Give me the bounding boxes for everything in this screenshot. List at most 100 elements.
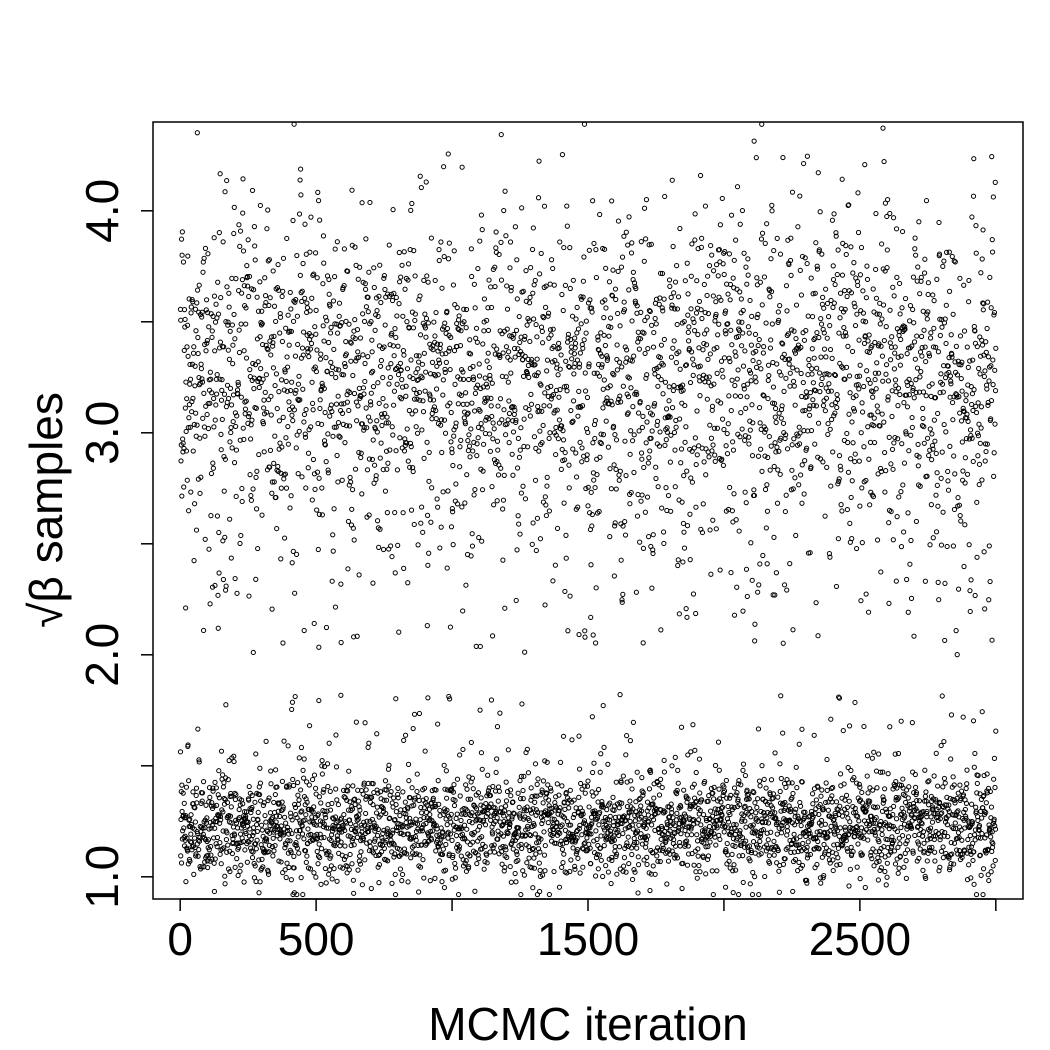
data-point: [217, 171, 223, 177]
data-point: [687, 802, 694, 808]
data-point: [359, 200, 365, 206]
data-point: [557, 239, 563, 245]
data-point: [563, 555, 569, 561]
data-point: [773, 419, 779, 425]
data-point: [572, 340, 579, 346]
data-point: [527, 294, 533, 301]
data-point: [193, 853, 199, 859]
data-point: [623, 752, 629, 758]
data-point: [369, 456, 375, 463]
data-point: [257, 879, 263, 885]
data-point: [453, 420, 459, 426]
data-point: [749, 402, 755, 408]
data-point: [229, 445, 235, 451]
data-point: [404, 851, 410, 857]
data-point: [265, 871, 272, 877]
data-point: [237, 868, 243, 874]
data-point: [427, 371, 434, 377]
data-point: [345, 268, 351, 274]
data-point: [814, 266, 821, 272]
data-point: [247, 472, 253, 478]
data-point: [703, 871, 709, 877]
data-point: [831, 842, 837, 848]
data-point: [401, 249, 407, 255]
data-point: [623, 843, 629, 849]
data-point: [234, 413, 240, 419]
data-point: [452, 860, 458, 867]
data-point: [628, 489, 634, 496]
data-point: [752, 621, 758, 627]
data-point: [675, 294, 682, 300]
data-point: [450, 852, 456, 858]
data-point: [567, 787, 573, 793]
data-point: [534, 356, 540, 362]
data-point: [299, 345, 306, 351]
data-point: [273, 318, 279, 325]
data-point: [541, 315, 547, 321]
data-point: [599, 362, 605, 368]
data-point: [788, 272, 794, 278]
data-point: [815, 633, 821, 639]
data-point: [341, 856, 347, 862]
data-point: [192, 383, 198, 389]
data-point: [286, 399, 292, 405]
data-point: [678, 724, 685, 730]
data-point: [328, 359, 334, 365]
data-point: [458, 817, 464, 824]
data-point: [292, 590, 298, 596]
data-point: [517, 796, 524, 802]
data-point: [289, 699, 296, 705]
data-point: [444, 308, 450, 314]
data-point: [595, 334, 601, 340]
data-point: [180, 828, 186, 834]
data-point: [671, 837, 677, 843]
data-point: [562, 815, 568, 821]
data-point: [625, 834, 631, 840]
data-point: [230, 361, 236, 367]
data-point: [204, 858, 210, 864]
data-point: [307, 346, 314, 352]
data-point: [810, 397, 816, 403]
data-point: [299, 474, 305, 480]
data-point: [799, 726, 805, 732]
data-point: [687, 511, 693, 517]
data-point: [552, 357, 558, 364]
data-point: [322, 808, 328, 815]
data-point: [374, 418, 380, 424]
data-point: [208, 513, 214, 519]
data-point: [664, 429, 670, 435]
data-point: [418, 184, 424, 191]
data-point: [212, 825, 218, 831]
data-point: [743, 405, 749, 411]
data-point: [684, 862, 691, 868]
data-point: [574, 304, 580, 310]
data-point: [430, 407, 436, 413]
data-point: [348, 842, 354, 849]
data-point: [228, 429, 234, 436]
data-point: [624, 733, 630, 739]
data-point: [768, 443, 774, 449]
data-point: [554, 525, 561, 532]
data-point: [252, 362, 259, 368]
data-point: [416, 359, 422, 365]
data-point: [798, 803, 804, 809]
data-point: [820, 294, 826, 300]
data-point: [584, 835, 590, 841]
data-point: [285, 743, 291, 749]
data-point: [252, 799, 258, 805]
data-point: [837, 290, 844, 296]
data-point: [298, 744, 305, 751]
data-point: [766, 433, 772, 440]
data-point: [332, 246, 338, 252]
data-point: [589, 511, 595, 518]
data-point: [528, 401, 535, 407]
data-point: [609, 857, 615, 864]
data-point: [601, 744, 607, 750]
data-point: [256, 791, 263, 798]
data-point: [620, 383, 626, 389]
data-point: [749, 891, 756, 898]
data-point: [327, 788, 333, 795]
data-point: [274, 525, 280, 532]
data-point: [430, 828, 436, 834]
data-point: [716, 767, 722, 773]
